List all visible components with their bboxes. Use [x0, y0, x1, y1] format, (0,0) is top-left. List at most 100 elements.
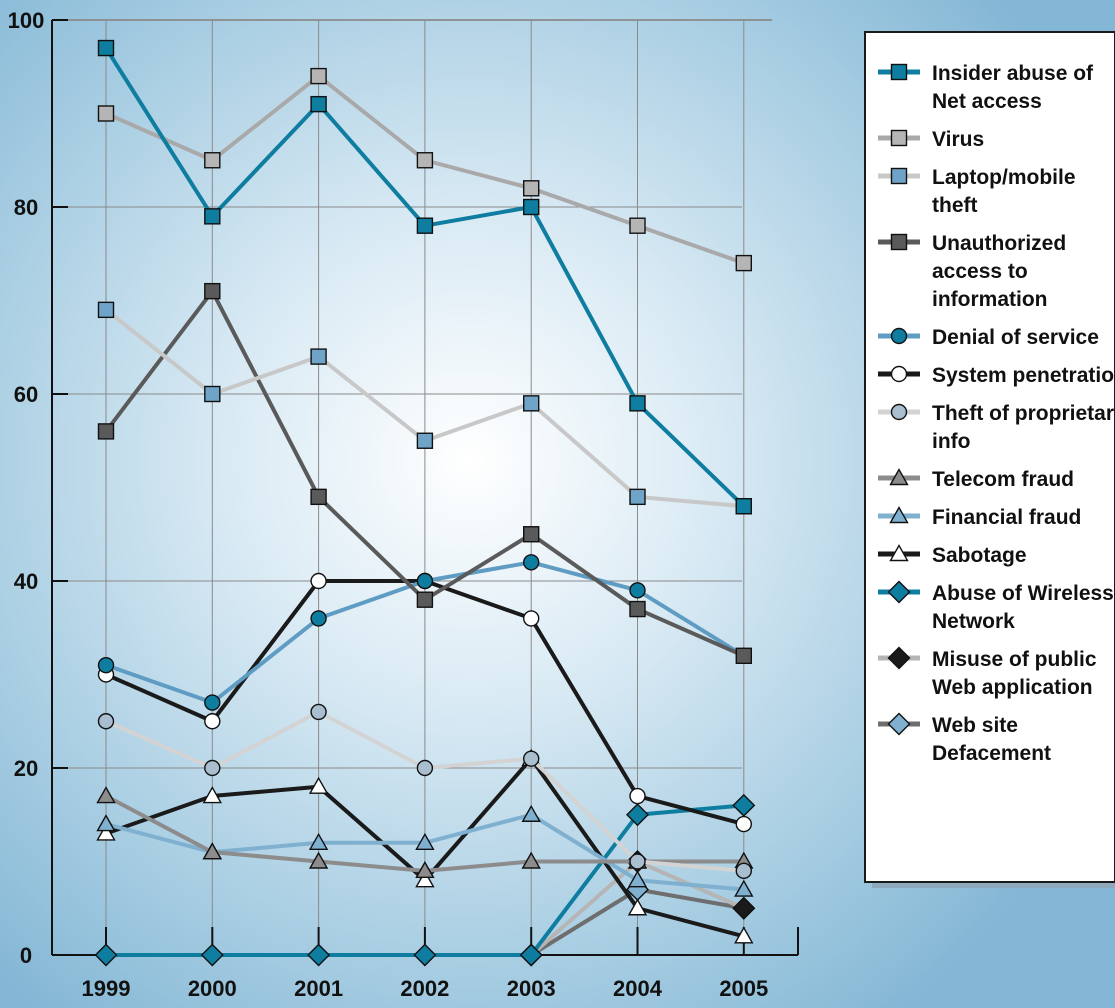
data-point — [96, 786, 116, 804]
data-point — [629, 853, 646, 870]
legend-label: Network — [932, 610, 1015, 633]
legend-item: Insider abuse of Net access — [878, 62, 1094, 113]
data-point — [94, 943, 118, 967]
data-point — [416, 591, 434, 608]
legend-label: Abuse of Wireless — [932, 582, 1114, 605]
data-point — [204, 385, 221, 403]
legend-swatch-marker — [887, 712, 911, 736]
data-point — [735, 862, 752, 880]
data-point — [734, 926, 754, 944]
data-point — [413, 943, 437, 967]
data-point — [523, 610, 540, 627]
legend-label: theft — [932, 194, 978, 217]
legend-label: Theft of proprietary — [932, 402, 1115, 425]
legend: Insider abuse of Net access Virus Laptop/mo… — [864, 31, 1115, 888]
x-tick-label: 2003 — [507, 976, 556, 1001]
data-point — [96, 814, 116, 832]
data-point — [732, 896, 756, 920]
data-point — [416, 759, 434, 777]
data-point — [204, 282, 221, 300]
x-tick-label: 1999 — [82, 976, 131, 1001]
legend-label: info — [932, 430, 970, 453]
data-point — [735, 647, 752, 664]
data-point — [519, 943, 543, 967]
data-point — [202, 786, 223, 804]
series-0 — [97, 39, 752, 515]
series-1 — [97, 67, 752, 272]
data-point — [416, 432, 434, 449]
legend-item: Web site Defacement — [878, 712, 1051, 765]
legend-item: Sabotage — [878, 544, 1027, 567]
data-point — [308, 776, 329, 794]
legend-label: Net access — [932, 90, 1042, 113]
legend-label: Insider abuse of — [932, 62, 1094, 85]
data-point — [523, 554, 540, 571]
legend-label: Web application — [932, 676, 1093, 699]
legend-swatch-marker — [890, 365, 908, 383]
series-3 — [97, 282, 752, 664]
data-point — [523, 750, 540, 767]
data-point — [629, 488, 646, 506]
legend-item: Financial fraud — [878, 506, 1081, 529]
legend-item: Telecom fraud — [878, 468, 1074, 491]
legend-label: Misuse of public — [932, 648, 1097, 671]
legend-label: Laptop/mobile — [932, 166, 1076, 189]
legend-swatch-marker — [890, 327, 908, 345]
x-tick-label: 2004 — [613, 976, 663, 1001]
x-tick-label: 2001 — [294, 976, 343, 1001]
legend-swatch-marker — [889, 544, 909, 562]
data-point — [523, 526, 540, 543]
legend-item: Misuse of public Web application — [878, 646, 1097, 699]
legend-label: access to — [932, 260, 1028, 283]
data-point — [310, 95, 327, 113]
legend-label: Financial fraud — [932, 506, 1081, 529]
data-point — [310, 488, 327, 506]
data-point — [523, 180, 540, 197]
data-point — [629, 582, 646, 599]
data-point — [735, 254, 752, 272]
data-point — [308, 832, 329, 850]
legend-label: Defacement — [932, 742, 1051, 765]
data-point — [310, 348, 327, 365]
legend-item: Theft of proprietary info — [878, 402, 1115, 453]
series-group — [94, 39, 756, 967]
data-point — [310, 572, 327, 590]
series-10 — [94, 793, 756, 967]
data-point — [97, 301, 115, 319]
legend-label: Web site — [932, 714, 1018, 737]
data-point — [415, 860, 435, 879]
legend-swatch-marker — [890, 129, 908, 147]
legend-swatch-marker — [889, 468, 909, 486]
data-point — [310, 67, 327, 85]
data-point — [97, 713, 115, 730]
y-tick-label: 0 — [20, 943, 32, 968]
legend-item: Unauthorized access to information — [878, 232, 1066, 311]
series-6 — [97, 703, 752, 880]
y-tick-label: 60 — [14, 382, 38, 407]
data-point — [735, 498, 752, 515]
data-point — [521, 851, 541, 869]
legend-label: information — [932, 288, 1048, 311]
legend-item: System penetration — [878, 364, 1115, 387]
data-point — [415, 870, 435, 888]
x-tick-label: 2005 — [719, 976, 768, 1001]
data-point — [626, 803, 649, 827]
legend-swatch-marker — [887, 580, 911, 604]
data-point — [308, 851, 329, 869]
data-point — [629, 600, 646, 618]
data-point — [204, 694, 221, 711]
data-point — [735, 815, 752, 833]
data-point — [629, 217, 646, 234]
data-point — [416, 152, 434, 169]
data-point — [629, 395, 646, 412]
data-point — [204, 759, 221, 777]
data-point — [521, 804, 541, 822]
legend-item: Virus — [878, 128, 984, 151]
data-point — [627, 870, 648, 888]
data-point — [204, 152, 221, 169]
x-tick-label: 2000 — [188, 976, 237, 1001]
legend-swatch-marker — [890, 63, 908, 81]
data-point — [523, 198, 540, 216]
